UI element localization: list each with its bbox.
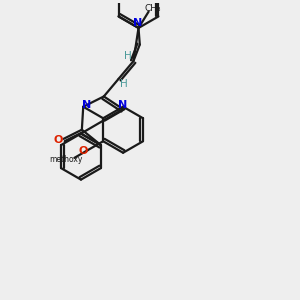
Text: CH₃: CH₃ [144,4,161,13]
Text: O: O [78,146,88,157]
Text: N: N [133,18,142,28]
Text: H: H [124,51,132,61]
Text: O: O [53,135,62,145]
Text: N: N [82,100,92,110]
Text: methoxy: methoxy [49,155,82,164]
Text: H: H [120,80,128,89]
Text: N: N [118,100,127,110]
